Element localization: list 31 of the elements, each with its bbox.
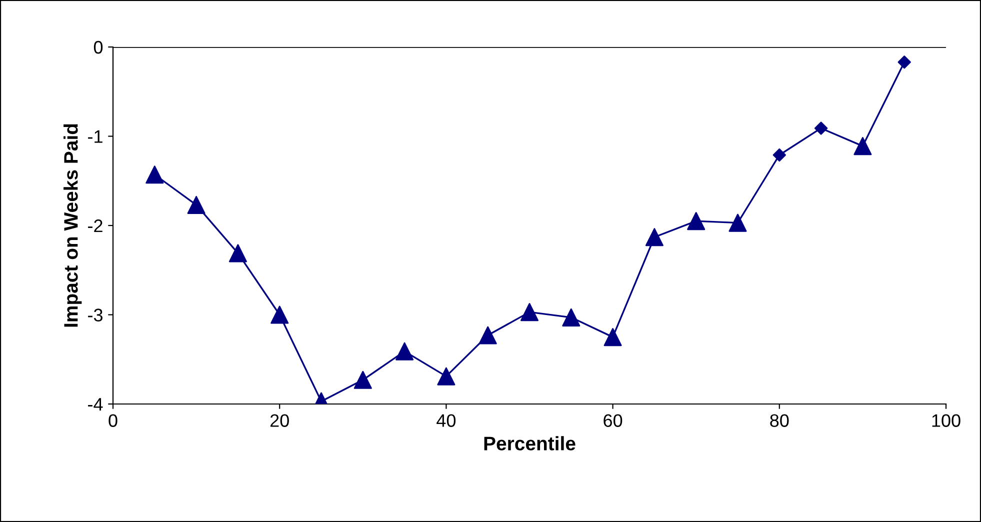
point [146,166,164,184]
y-tick-label: -2 [88,219,102,232]
y-tick-label: -3 [88,308,102,322]
point [645,228,664,246]
point [772,148,786,162]
point [520,303,539,322]
x-tick-label: 0 [108,414,118,427]
x-tick-label: 60 [604,414,622,427]
point [270,306,289,324]
x-tick-label: 100 [932,414,960,427]
point [728,214,747,232]
point [187,196,206,214]
point [687,212,706,230]
point [604,328,622,346]
point [228,244,247,262]
point [354,370,372,389]
x-tick-label: 20 [270,414,289,427]
point [562,308,580,326]
point [898,56,911,69]
x-tick-label: 40 [436,414,456,427]
point [396,342,414,360]
y-tick-label: -1 [88,130,102,143]
point [478,326,497,344]
point [854,137,872,156]
y-tick-label: -4 [88,398,103,411]
y-tick-label: 0 [94,40,103,54]
x-axis-title: Percentile [484,436,576,450]
x-tick-label: 80 [770,414,789,427]
point [437,367,456,386]
point [814,122,828,135]
y-axis-title: Impact on Weeks Paid [64,124,82,327]
